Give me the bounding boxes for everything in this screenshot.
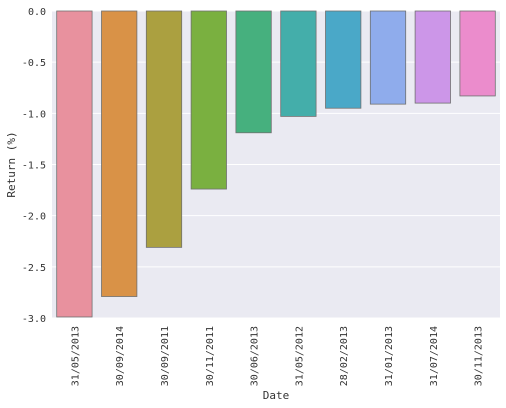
- bar-30-11-2011: [190, 10, 227, 190]
- y-axis-label: Return (%): [5, 131, 18, 197]
- x-tick-label: 30/11/2011: [205, 326, 216, 386]
- x-tick-label: 28/02/2013: [339, 326, 350, 386]
- bar-30-11-2013: [459, 10, 496, 97]
- x-tick-labels: 31/05/2013 30/09/2014 30/09/2011 30/11/2011…: [70, 326, 484, 386]
- x-tick-label: 31/01/2013: [384, 326, 395, 386]
- y-tick-label: -0.5: [22, 58, 46, 69]
- y-tick-label: -1.0: [22, 109, 46, 120]
- bar-31-05-2013: [56, 10, 93, 318]
- y-tick-labels: 0.0 -0.5 -1.0 -1.5 -2.0 -2.5 -3.0: [22, 7, 46, 325]
- bar-30-06-2013: [235, 10, 272, 134]
- x-tick-label: 31/05/2012: [294, 326, 305, 386]
- y-tick-label: 0.0: [28, 7, 46, 18]
- x-tick-label: 30/11/2013: [474, 326, 485, 386]
- y-tick-label: -1.5: [22, 161, 46, 172]
- y-tick-label: -2.0: [22, 212, 46, 223]
- bar-31-07-2014: [414, 10, 451, 104]
- bar-28-02-2013: [325, 10, 362, 109]
- y-tick-label: -2.5: [22, 263, 46, 274]
- x-tick-label: 31/07/2014: [429, 326, 440, 386]
- x-tick-label: 31/05/2013: [70, 326, 81, 386]
- x-tick-label: 30/09/2014: [115, 326, 126, 386]
- bar-30-09-2011: [145, 10, 183, 248]
- bar-31-05-2012: [280, 10, 317, 117]
- y-tick-label: -3.0: [22, 314, 46, 325]
- x-tick-label: 30/09/2011: [160, 326, 171, 386]
- bar-30-09-2014: [101, 10, 138, 297]
- x-tick-label: 30/06/2013: [250, 326, 261, 386]
- x-axis-label: Date: [263, 389, 290, 402]
- bar-31-01-2013: [369, 10, 407, 105]
- bars: [56, 10, 496, 318]
